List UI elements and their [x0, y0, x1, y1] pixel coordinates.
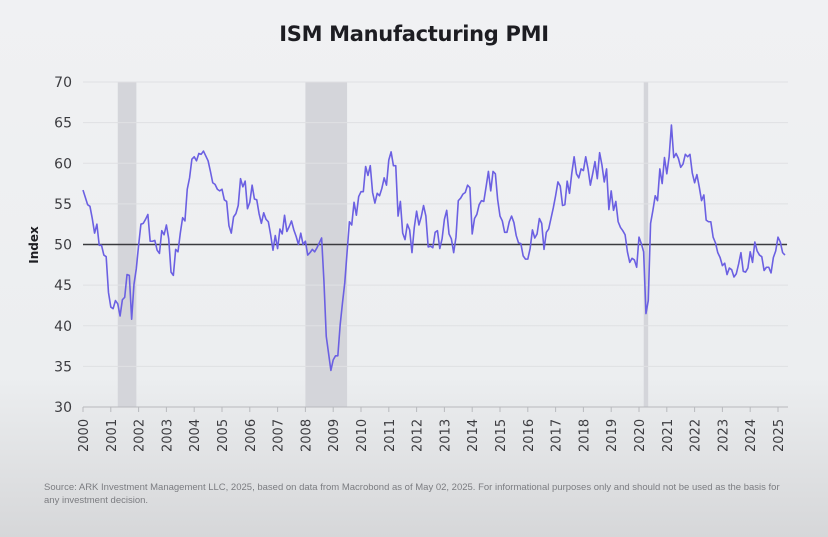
- x-tick-label: 2007: [272, 419, 287, 452]
- x-tick-label: 2009: [327, 419, 342, 452]
- y-tick-label: 50: [54, 238, 72, 254]
- x-tick-label: 2003: [160, 419, 175, 452]
- x-tick-label: 2014: [466, 419, 481, 452]
- chart-title: ISM Manufacturing PMI: [279, 22, 549, 46]
- y-axis-ticks: 30 35 40 45 50 55 60 65 70: [54, 75, 72, 416]
- gridlines-group: [83, 81, 788, 367]
- x-tick-label: 2004: [188, 419, 203, 452]
- x-tick-label: 2001: [105, 419, 120, 452]
- y-tick-label: 60: [54, 156, 72, 172]
- y-tick-label: 55: [54, 197, 72, 213]
- series-line-pmi: [82, 124, 786, 372]
- x-tick-label: 2017: [550, 419, 565, 452]
- x-tick-label: 2019: [605, 419, 620, 452]
- x-tick-label: 2012: [411, 419, 426, 452]
- x-tick-label: 2010: [355, 419, 370, 452]
- y-tick-label: 70: [54, 75, 72, 91]
- x-tick-label: 2022: [689, 419, 704, 452]
- y-tick-label: 45: [54, 278, 72, 294]
- y-tick-label: 40: [54, 319, 72, 335]
- x-tick-label: 2000: [77, 419, 92, 452]
- x-tick-label: 2025: [772, 419, 787, 452]
- x-tick-label: 2005: [216, 419, 231, 452]
- x-tick-label: 2021: [661, 419, 676, 452]
- x-tick-label: 2002: [133, 419, 148, 452]
- x-tick-label: 2015: [494, 419, 509, 452]
- x-tick-label: 2008: [299, 419, 314, 452]
- y-axis-label: Index: [27, 226, 41, 264]
- x-tick-label: 2006: [244, 419, 259, 452]
- y-tick-label: 30: [54, 400, 72, 416]
- x-axis: 2000 2001 2002 2003 2004 2005 2006 2007 2008 2009…: [77, 406, 788, 452]
- x-tick-label: 2020: [633, 419, 648, 452]
- y-tick-label: 65: [54, 116, 72, 132]
- x-tick-label: 2023: [716, 419, 731, 452]
- y-tick-label: 35: [54, 359, 72, 375]
- source-footnote: Source: ARK Investment Management LLC, 2…: [44, 482, 780, 506]
- x-tick-label: 2011: [383, 419, 398, 452]
- x-tick-label: 2016: [522, 419, 537, 452]
- x-tick-label: 2018: [577, 419, 592, 452]
- x-tick-label: 2024: [744, 419, 759, 452]
- x-tick-label: 2013: [438, 419, 453, 452]
